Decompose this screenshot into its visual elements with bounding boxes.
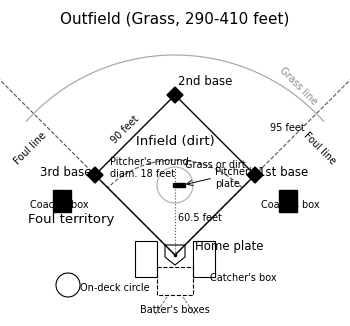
Text: Catcher's box: Catcher's box: [210, 273, 276, 283]
Text: 2nd base: 2nd base: [178, 75, 232, 88]
Text: Foul territory: Foul territory: [28, 214, 114, 227]
Text: 95 feet: 95 feet: [270, 123, 305, 133]
Text: Foul line: Foul line: [12, 130, 48, 166]
Polygon shape: [167, 87, 183, 103]
Text: Coach's box: Coach's box: [261, 200, 320, 210]
Text: Pitcher's mound
diam. 18 feet: Pitcher's mound diam. 18 feet: [110, 157, 189, 179]
Text: Foul line: Foul line: [302, 130, 338, 166]
Text: Infield (dirt): Infield (dirt): [136, 135, 214, 148]
Polygon shape: [247, 167, 263, 183]
Text: Outfield (Grass, 290-410 feet): Outfield (Grass, 290-410 feet): [60, 12, 290, 27]
Text: Pitcher's
plate: Pitcher's plate: [215, 167, 257, 189]
Polygon shape: [279, 190, 297, 212]
Text: 1st base: 1st base: [258, 167, 308, 180]
Polygon shape: [53, 190, 71, 212]
Bar: [193, 241, 215, 277]
Bar: [157, 267, 193, 295]
Polygon shape: [87, 167, 103, 183]
Text: On-deck circle: On-deck circle: [80, 283, 150, 293]
Text: Grass line: Grass line: [278, 65, 320, 106]
Bar: [135, 241, 157, 277]
Text: Coach's box: Coach's box: [30, 200, 89, 210]
Text: 3rd base: 3rd base: [41, 167, 92, 180]
Text: Home plate: Home plate: [195, 240, 264, 253]
Bar: [173, 183, 185, 187]
Text: Batter's boxes: Batter's boxes: [140, 305, 210, 315]
Text: Grass or dirt: Grass or dirt: [185, 160, 246, 170]
Text: 60.5 feet: 60.5 feet: [178, 213, 222, 223]
Text: 90 feet: 90 feet: [109, 114, 141, 146]
